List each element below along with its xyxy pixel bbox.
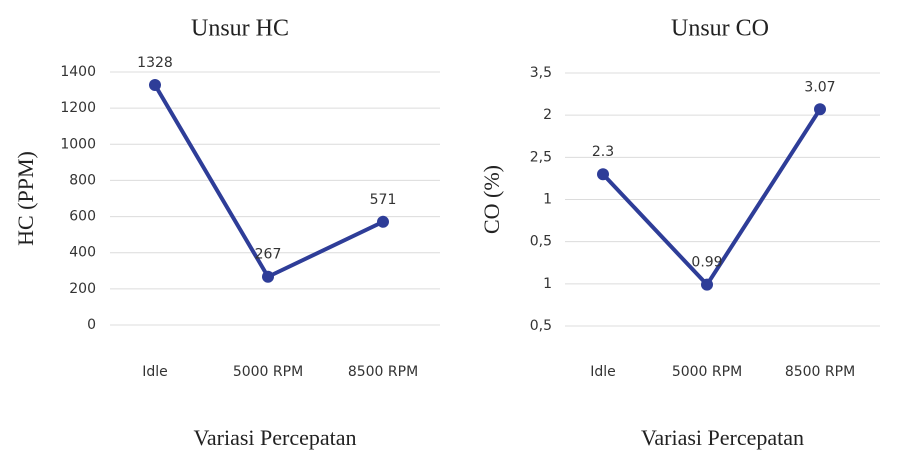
data-label: 3.07 <box>804 79 835 95</box>
y-tick-label: 0,5 <box>530 234 552 250</box>
y-tick-label: 0,5 <box>530 318 552 334</box>
x-tick-label: Idle <box>590 364 616 380</box>
y-tick-label: 2,5 <box>530 149 552 165</box>
data-label: 267 <box>255 247 282 263</box>
point <box>814 103 826 116</box>
y-tick-label: 800 <box>69 172 96 188</box>
y-tick-label: 1000 <box>60 136 96 152</box>
data-label: 0.99 <box>691 255 722 271</box>
y-axis-label: HC (PPM) <box>13 151 38 246</box>
y-tick-label: 2 <box>543 107 552 123</box>
y-tick-label: 600 <box>69 209 96 225</box>
point <box>377 215 389 228</box>
point <box>701 278 713 291</box>
data-label: 2.3 <box>592 144 614 160</box>
x-tick-label: 8500 RPM <box>785 364 855 380</box>
point <box>597 168 609 181</box>
y-tick-label: 0 <box>87 317 96 333</box>
y-tick-label: 200 <box>69 281 96 297</box>
y-tick-label: 1 <box>543 276 552 292</box>
data-label: 1328 <box>137 55 173 71</box>
x-tick-label: Idle <box>142 364 168 380</box>
y-axis-label: CO (%) <box>479 165 504 234</box>
x-axis-label: Variasi Percepatan <box>193 425 356 450</box>
x-axis-label: Variasi Percepatan <box>641 425 804 450</box>
x-tick-label: 5000 RPM <box>672 364 742 380</box>
y-tick-label: 1400 <box>60 64 96 80</box>
chart-title: Unsur HC <box>191 16 289 42</box>
y-tick-label: 1 <box>543 192 552 208</box>
y-tick-label: 1200 <box>60 100 96 116</box>
data-label: 571 <box>370 192 397 208</box>
y-tick-label: 400 <box>69 245 96 261</box>
x-tick-label: 8500 RPM <box>348 364 418 380</box>
point <box>262 270 274 283</box>
point <box>149 79 161 92</box>
x-tick-label: 5000 RPM <box>233 364 303 380</box>
y-tick-label: 3,5 <box>530 65 552 81</box>
chart-title: Unsur CO <box>671 16 769 42</box>
